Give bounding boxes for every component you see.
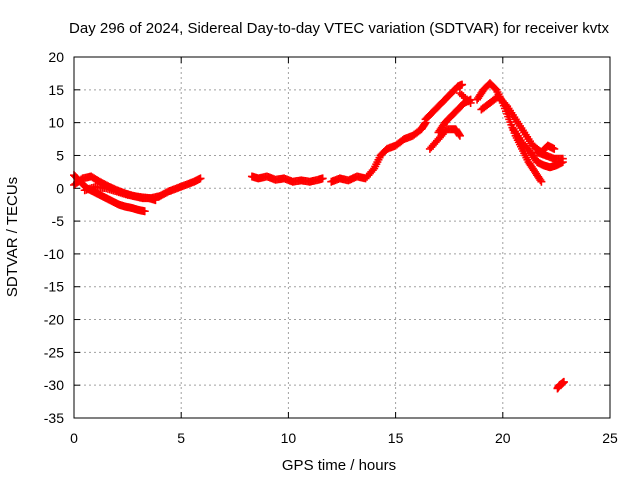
series-arc-5 [327, 118, 430, 186]
x-tick-label: 25 [602, 430, 618, 446]
data-point [558, 154, 567, 163]
grid [73, 56, 611, 419]
x-ticks: 0 5 10 15 20 25 [70, 57, 618, 446]
y-ticks: 20 15 10 5 0 -5 -10 -15 -20 -25 -30 -35 [44, 49, 610, 426]
y-tick-label: -35 [44, 410, 64, 426]
y-tick-label: -20 [44, 312, 64, 328]
data-point [455, 89, 464, 98]
series-arc-4 [247, 172, 327, 186]
data-point [458, 80, 467, 89]
data-point [537, 177, 546, 186]
series-arc-12 [533, 148, 567, 163]
y-tick-label: -15 [44, 279, 64, 295]
x-axis-label: GPS time / hours [282, 457, 396, 474]
data-point [536, 176, 545, 185]
y-tick-label: 0 [56, 180, 64, 196]
data-point [151, 196, 160, 205]
y-tick-label: -5 [52, 213, 65, 229]
x-tick-label: 5 [177, 430, 185, 446]
plot-frame [73, 56, 611, 419]
data-point [196, 174, 205, 183]
y-tick-label: 20 [48, 49, 64, 65]
y-tick-label: -10 [44, 246, 64, 262]
y-tick-label: -30 [44, 377, 64, 393]
data-point [457, 90, 466, 99]
data-point [559, 377, 568, 386]
series-arc-13 [553, 377, 568, 393]
series-arc-6 [421, 80, 467, 124]
y-axis-label: SDTVAR / TECUs [4, 177, 21, 297]
x-tick-label: 20 [495, 430, 511, 446]
y-tick-label: 5 [56, 147, 64, 163]
data-point [550, 144, 559, 153]
series-outliers [455, 89, 475, 107]
data-point [455, 131, 464, 140]
data-points [70, 79, 568, 393]
data-point [318, 174, 327, 183]
x-tick-label: 10 [281, 430, 297, 446]
y-tick-label: 15 [48, 82, 64, 98]
y-tick-label: -25 [44, 344, 64, 360]
x-tick-label: 15 [388, 430, 404, 446]
series-arc-3 [80, 182, 160, 205]
x-tick-label: 0 [70, 430, 78, 446]
series-arc-7 [425, 125, 464, 153]
data-point [140, 207, 149, 216]
y-tick-label: 10 [48, 115, 64, 131]
chart-title: Day 296 of 2024, Sidereal Day-to-day VTE… [69, 20, 609, 37]
series-arc-9 [473, 79, 546, 186]
